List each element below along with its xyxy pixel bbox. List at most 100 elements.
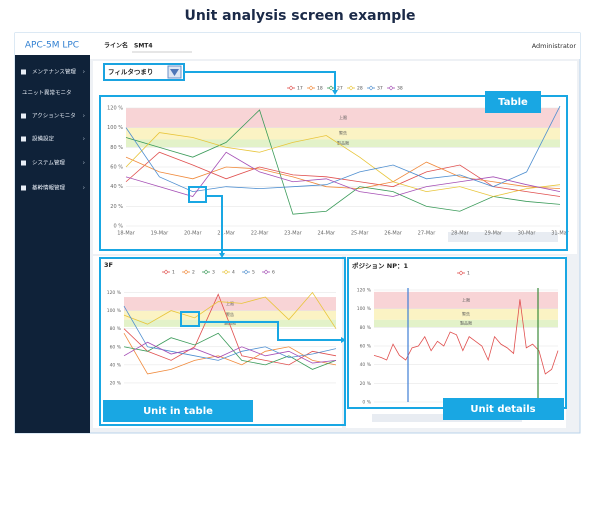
x-tick-label: 30-Mar xyxy=(518,231,537,237)
sidebar-icon xyxy=(21,160,26,166)
sidebar-chevron: › xyxy=(83,69,85,76)
legend-label[interactable]: 2 xyxy=(192,270,195,276)
legend-label[interactable]: 6 xyxy=(272,270,275,276)
callout-box xyxy=(443,398,564,420)
series-line xyxy=(123,341,337,364)
y-tick-label: 120 % xyxy=(357,288,372,294)
y-tick-label: 20 % xyxy=(110,380,122,386)
sidebar-item[interactable]: 設備設定 xyxy=(32,135,55,143)
sidebar-item[interactable]: 基幹情報管理 xyxy=(32,184,66,192)
legend-label[interactable]: 1 xyxy=(172,270,175,276)
legend-marker xyxy=(183,269,189,275)
x-tick-label: 18-Mar xyxy=(117,231,136,237)
page-title: Unit analysis screen example xyxy=(184,8,415,24)
series-line xyxy=(123,291,337,329)
legend-label[interactable]: 4 xyxy=(232,270,235,276)
x-tick-label: 25-Mar xyxy=(351,231,370,237)
band-label: 製品限 xyxy=(460,320,472,326)
legend-marker xyxy=(348,85,354,91)
legend-marker xyxy=(388,85,394,91)
series-line xyxy=(373,299,559,375)
legend-label[interactable]: 17 xyxy=(297,86,303,92)
x-tick-label: 19-Mar xyxy=(151,231,170,237)
x-tick-label: 27-Mar xyxy=(418,231,437,237)
unit-frame xyxy=(99,257,346,426)
legend-label[interactable]: 28 xyxy=(357,86,363,92)
logo: APC-5M LPC xyxy=(25,41,79,51)
sidebar-icon xyxy=(21,136,26,142)
y-tick-label: 60 % xyxy=(110,344,122,350)
x-tick-label: 28-Mar xyxy=(451,231,470,237)
x-tick-label: 21-Mar xyxy=(217,231,236,237)
y-tick-label: 80 % xyxy=(110,145,123,151)
y-tick-label: 120 % xyxy=(107,106,123,112)
threshold-band xyxy=(124,310,336,320)
band-label: 上限 xyxy=(462,296,470,302)
x-tick-label: 26-Mar xyxy=(384,231,403,237)
legend-label[interactable]: 1 xyxy=(467,271,470,277)
logo-area xyxy=(15,33,90,55)
band-label: 警告 xyxy=(226,311,234,317)
legend-label[interactable]: 18 xyxy=(317,86,323,92)
legend-marker xyxy=(288,85,294,91)
chart-title: 3F xyxy=(104,261,113,269)
threshold-band xyxy=(124,319,336,327)
y-tick-label: 20 % xyxy=(110,204,123,210)
legend-label[interactable]: 38 xyxy=(397,86,403,92)
threshold-band xyxy=(126,108,560,128)
user[interactable]: Administrator xyxy=(532,42,577,50)
band-label: 警告 xyxy=(339,130,347,136)
legend-label[interactable]: 3 xyxy=(212,270,215,276)
y-tick-label: 40 % xyxy=(110,184,123,190)
legend-marker xyxy=(243,269,249,275)
x-tick-label: 31-Mar xyxy=(551,231,570,237)
scrollbar xyxy=(448,232,558,242)
y-tick-label: 40 % xyxy=(110,362,122,368)
connector xyxy=(184,71,336,92)
sidebar-chevron: › xyxy=(83,160,85,167)
table-frame xyxy=(99,95,568,251)
select-box xyxy=(188,186,207,203)
y-tick-label: 40 % xyxy=(360,362,372,368)
y-tick-label: 0 % xyxy=(362,400,371,406)
sidebar-icon xyxy=(21,69,26,75)
y-tick-label: 120 % xyxy=(107,290,122,296)
y-tick-label: 60 % xyxy=(360,344,372,350)
sidebar-item[interactable]: メンテナンス管理 xyxy=(32,68,76,76)
y-tick-label: 20 % xyxy=(360,381,372,387)
threshold-band xyxy=(126,127,560,140)
band-label: 上限 xyxy=(339,114,347,120)
series-line xyxy=(125,132,561,197)
sidebar-chevron: › xyxy=(83,113,85,120)
legend-label[interactable]: 37 xyxy=(377,86,383,92)
series-line xyxy=(123,333,337,375)
top-bar xyxy=(90,33,580,59)
threshold-band xyxy=(374,308,558,320)
callout-box xyxy=(103,400,253,422)
connector xyxy=(199,321,342,341)
y-tick-label: 100 % xyxy=(107,125,123,131)
filter-text: フィルタつまり xyxy=(108,67,153,76)
legend-label[interactable]: 5 xyxy=(252,270,255,276)
y-tick-label: 60 % xyxy=(110,165,123,171)
sidebar xyxy=(15,33,90,433)
threshold-band xyxy=(374,319,558,328)
threshold-band xyxy=(126,139,560,148)
sidebar-chevron: › xyxy=(83,136,85,143)
threshold-band xyxy=(124,297,336,311)
connector xyxy=(206,195,223,256)
legend-marker xyxy=(163,269,169,275)
series-line xyxy=(125,105,561,192)
legend-marker xyxy=(263,269,269,275)
legend-marker xyxy=(203,269,209,275)
sidebar-item[interactable]: ユニット異常モニタ xyxy=(22,89,72,97)
y-tick-label: 0 % xyxy=(113,224,123,230)
legend-label[interactable]: 27 xyxy=(337,86,343,92)
legend-marker xyxy=(368,85,374,91)
sidebar-item[interactable]: アクションモニタ xyxy=(32,112,76,120)
y-tick-label: 80 % xyxy=(110,326,122,332)
x-tick-label: 20-Mar xyxy=(184,231,203,237)
x-tick-label: 22-Mar xyxy=(251,231,270,237)
sidebar-item[interactable]: システム管理 xyxy=(32,159,65,167)
